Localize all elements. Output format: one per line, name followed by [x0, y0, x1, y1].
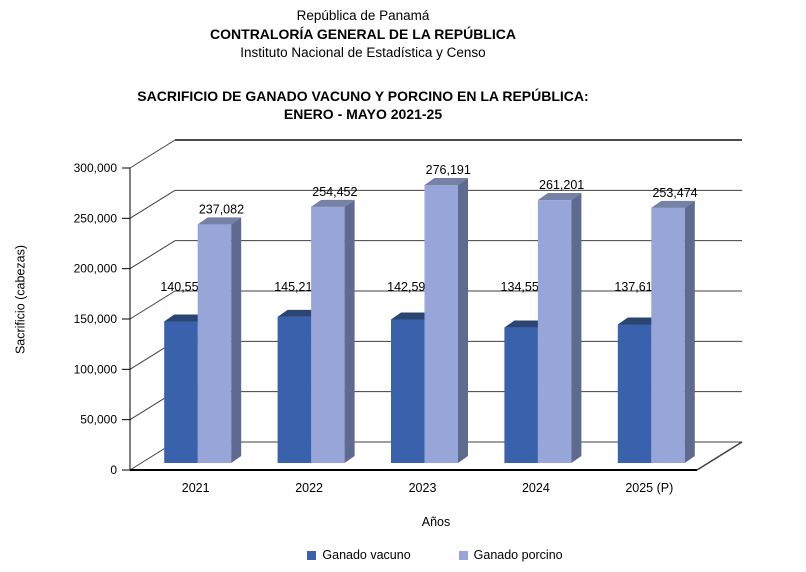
bar-top-ganado-porcino-2024	[537, 193, 582, 201]
chart-title-line-1: SACRIFICIO DE GANADO VACUNO Y PORCINO EN…	[137, 88, 589, 104]
gridline-depth	[129, 139, 176, 169]
legend-label-ganado-porcino: Ganado porcino	[473, 548, 563, 562]
legend-item-ganado-vacuno: Ganado vacuno	[307, 548, 411, 562]
bar-top-ganado-vacuno-2022	[277, 309, 322, 317]
bar-top-ganado-porcino-2021	[197, 217, 242, 225]
bar-front-ganado-vacuno-2024	[504, 327, 538, 463]
bar-side-ganado-porcino-2022	[344, 199, 355, 463]
gridline-depth	[129, 240, 176, 270]
data-label-ganado-porcino-2021: 237,082	[199, 202, 244, 216]
x-tick-label: 2023	[409, 481, 437, 495]
data-label-ganado-porcino-2022: 254,452	[312, 185, 357, 199]
data-label-ganado-vacuno-2024: 134,553	[501, 280, 546, 294]
data-label-ganado-porcino-2025P: 253,474	[652, 186, 697, 200]
bar-top-ganado-porcino-2025P	[651, 200, 695, 208]
bar-top-ganado-vacuno-2024	[504, 320, 548, 328]
bar-front-ganado-vacuno-2022	[277, 316, 312, 463]
y-tick-label: 50,000	[80, 413, 117, 427]
bar-front-ganado-porcino-2025P	[651, 207, 685, 463]
bar-top-ganado-vacuno-2023	[391, 312, 435, 320]
y-tick-label: 150,000	[74, 312, 118, 326]
data-label-ganado-vacuno-2025P: 137,611	[614, 280, 658, 294]
y-tick-label: 200,000	[74, 262, 118, 276]
legend-label-ganado-vacuno: Ganado vacuno	[322, 548, 411, 562]
bar-top-ganado-vacuno-2025P	[617, 317, 662, 325]
data-label-ganado-vacuno-2022: 145,211	[274, 280, 318, 294]
y-tick-label: 300,000	[74, 161, 118, 175]
data-label-ganado-vacuno-2021: 140,558	[160, 280, 205, 294]
gridline-depth	[129, 189, 176, 219]
bar-front-ganado-porcino-2021	[197, 224, 232, 463]
gridline-depth	[129, 290, 176, 320]
bar-top-ganado-vacuno-2021	[164, 314, 208, 322]
header-department: Instituto Nacional de Estadística y Cens…	[240, 45, 486, 61]
chart-legend: Ganado vacuno Ganado porcino	[135, 548, 735, 562]
floor-right-edge	[696, 441, 743, 471]
bar-front-ganado-porcino-2022	[311, 206, 345, 463]
bar-front-ganado-porcino-2024	[537, 200, 572, 463]
legend-item-ganado-porcino: Ganado porcino	[458, 548, 563, 562]
data-label-ganado-vacuno-2023: 142,591	[387, 280, 432, 294]
bar-side-ganado-porcino-2024	[571, 193, 582, 463]
y-tick-label: 0	[110, 463, 117, 477]
bar-side-ganado-porcino-2023	[458, 177, 468, 464]
x-tick-label: 2022	[295, 481, 323, 495]
x-tick-label: 2021	[182, 481, 210, 495]
x-tick-label: 2024	[522, 481, 550, 495]
header-institution: CONTRALORÍA GENERAL DE LA REPÚBLICA	[210, 26, 516, 43]
data-label-ganado-porcino-2024: 261,201	[539, 178, 584, 192]
bar-front-ganado-vacuno-2023	[391, 319, 425, 463]
x-tick-label: 2025 (P)	[625, 481, 673, 495]
legend-swatch-ganado-porcino	[458, 550, 468, 560]
x-axis-title: Años	[421, 515, 451, 529]
y-tick-label: 250,000	[74, 211, 118, 225]
bar-side-ganado-porcino-2025P	[684, 200, 695, 463]
bar-front-ganado-porcino-2023	[424, 184, 458, 464]
bar-top-ganado-porcino-2022	[311, 199, 355, 207]
chart-title: SACRIFICIO DE GANADO VACUNO Y PORCINO EN…	[0, 87, 726, 123]
bar-front-ganado-vacuno-2021	[164, 321, 198, 463]
y-axis-title: Sacrificio (cabezas)	[13, 244, 28, 355]
report-header: República de Panamá CONTRALORÍA GENERAL …	[0, 7, 726, 62]
y-tick-label: 100,000	[74, 362, 118, 376]
bar-side-ganado-porcino-2021	[231, 217, 242, 463]
bar-top-ganado-porcino-2023	[424, 177, 468, 185]
legend-swatch-ganado-vacuno	[307, 550, 317, 560]
header-country: República de Panamá	[296, 8, 430, 23]
chart-title-line-2: ENERO - MAYO 2021-25	[283, 106, 443, 123]
data-label-ganado-porcino-2023: 276,191	[426, 163, 471, 177]
bar-front-ganado-vacuno-2025P	[617, 324, 652, 463]
